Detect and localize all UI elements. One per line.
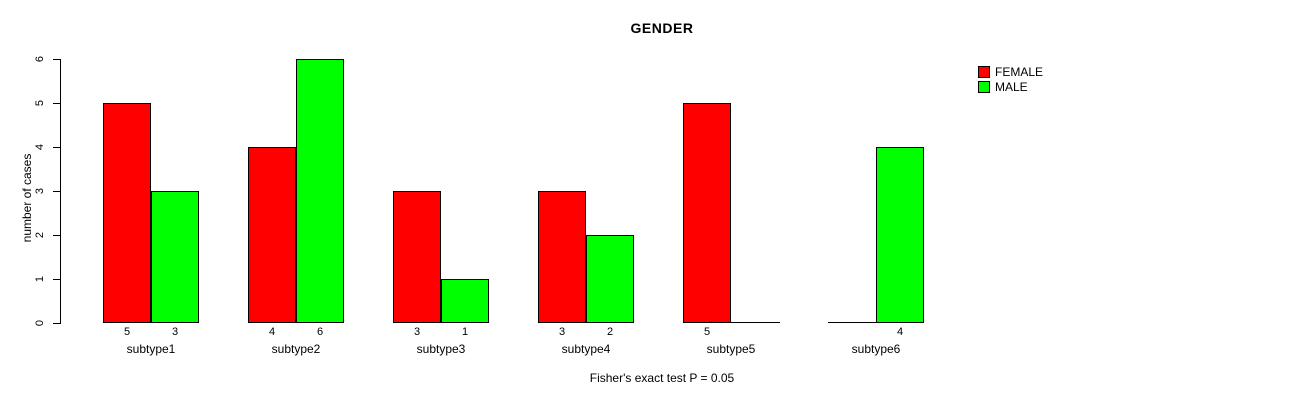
y-tick-label: 1	[34, 275, 46, 283]
bar-value-label: 1	[461, 326, 469, 338]
footnote: Fisher's exact test P = 0.05	[589, 371, 735, 385]
bar-value-label: 3	[171, 326, 179, 338]
bar-value-label: 4	[268, 326, 276, 338]
y-tick-label: 3	[34, 187, 46, 195]
legend-label-female: FEMALE	[995, 64, 1044, 79]
bar-male-subtype3	[441, 279, 489, 323]
bar-female-subtype2	[248, 147, 296, 323]
bar-value-label: 3	[558, 326, 566, 338]
bar-male-subtype6	[876, 147, 924, 323]
zero-bar-line-male-subtype5	[731, 322, 780, 323]
category-label-subtype1: subtype1	[126, 342, 176, 356]
y-tick	[53, 103, 60, 104]
bar-value-label: 5	[703, 326, 711, 338]
bar-value-label: 5	[123, 326, 131, 338]
bar-value-label: 6	[316, 326, 324, 338]
legend-swatch-female-icon	[978, 65, 990, 78]
category-label-subtype3: subtype3	[416, 342, 466, 356]
y-tick	[53, 191, 60, 192]
category-label-subtype2: subtype2	[271, 342, 321, 356]
category-label-subtype6: subtype6	[851, 342, 901, 356]
bar-female-subtype5	[683, 103, 731, 323]
y-tick-label: 4	[34, 143, 46, 151]
bar-male-subtype2	[296, 59, 344, 323]
bar-female-subtype3	[393, 191, 441, 323]
y-tick	[53, 323, 60, 324]
y-tick	[53, 235, 60, 236]
legend-label-male: MALE	[995, 79, 1028, 94]
bar-female-subtype1	[103, 103, 151, 323]
y-tick-label: 2	[34, 231, 46, 239]
category-label-subtype4: subtype4	[561, 342, 611, 356]
bar-value-label: 3	[413, 326, 421, 338]
y-tick-label: 5	[34, 99, 46, 107]
bar-value-label: 2	[606, 326, 614, 338]
y-axis-line	[60, 59, 61, 324]
bar-female-subtype4	[538, 191, 586, 323]
legend-swatch-male-icon	[978, 80, 990, 93]
y-tick	[53, 279, 60, 280]
legend-item-male: MALE	[978, 79, 1043, 94]
zero-bar-line-female-subtype6	[828, 322, 877, 323]
bar-male-subtype1	[151, 191, 199, 323]
legend: FEMALE MALE	[978, 64, 1043, 94]
chart-title: GENDER	[630, 20, 694, 36]
category-label-subtype5: subtype5	[706, 342, 756, 356]
legend-item-female: FEMALE	[978, 64, 1043, 79]
y-tick	[53, 147, 60, 148]
y-tick-label: 6	[34, 55, 46, 63]
bar-value-label: 4	[896, 326, 904, 338]
y-tick-label: 0	[34, 319, 46, 327]
bar-male-subtype4	[586, 235, 634, 323]
y-tick	[53, 59, 60, 60]
